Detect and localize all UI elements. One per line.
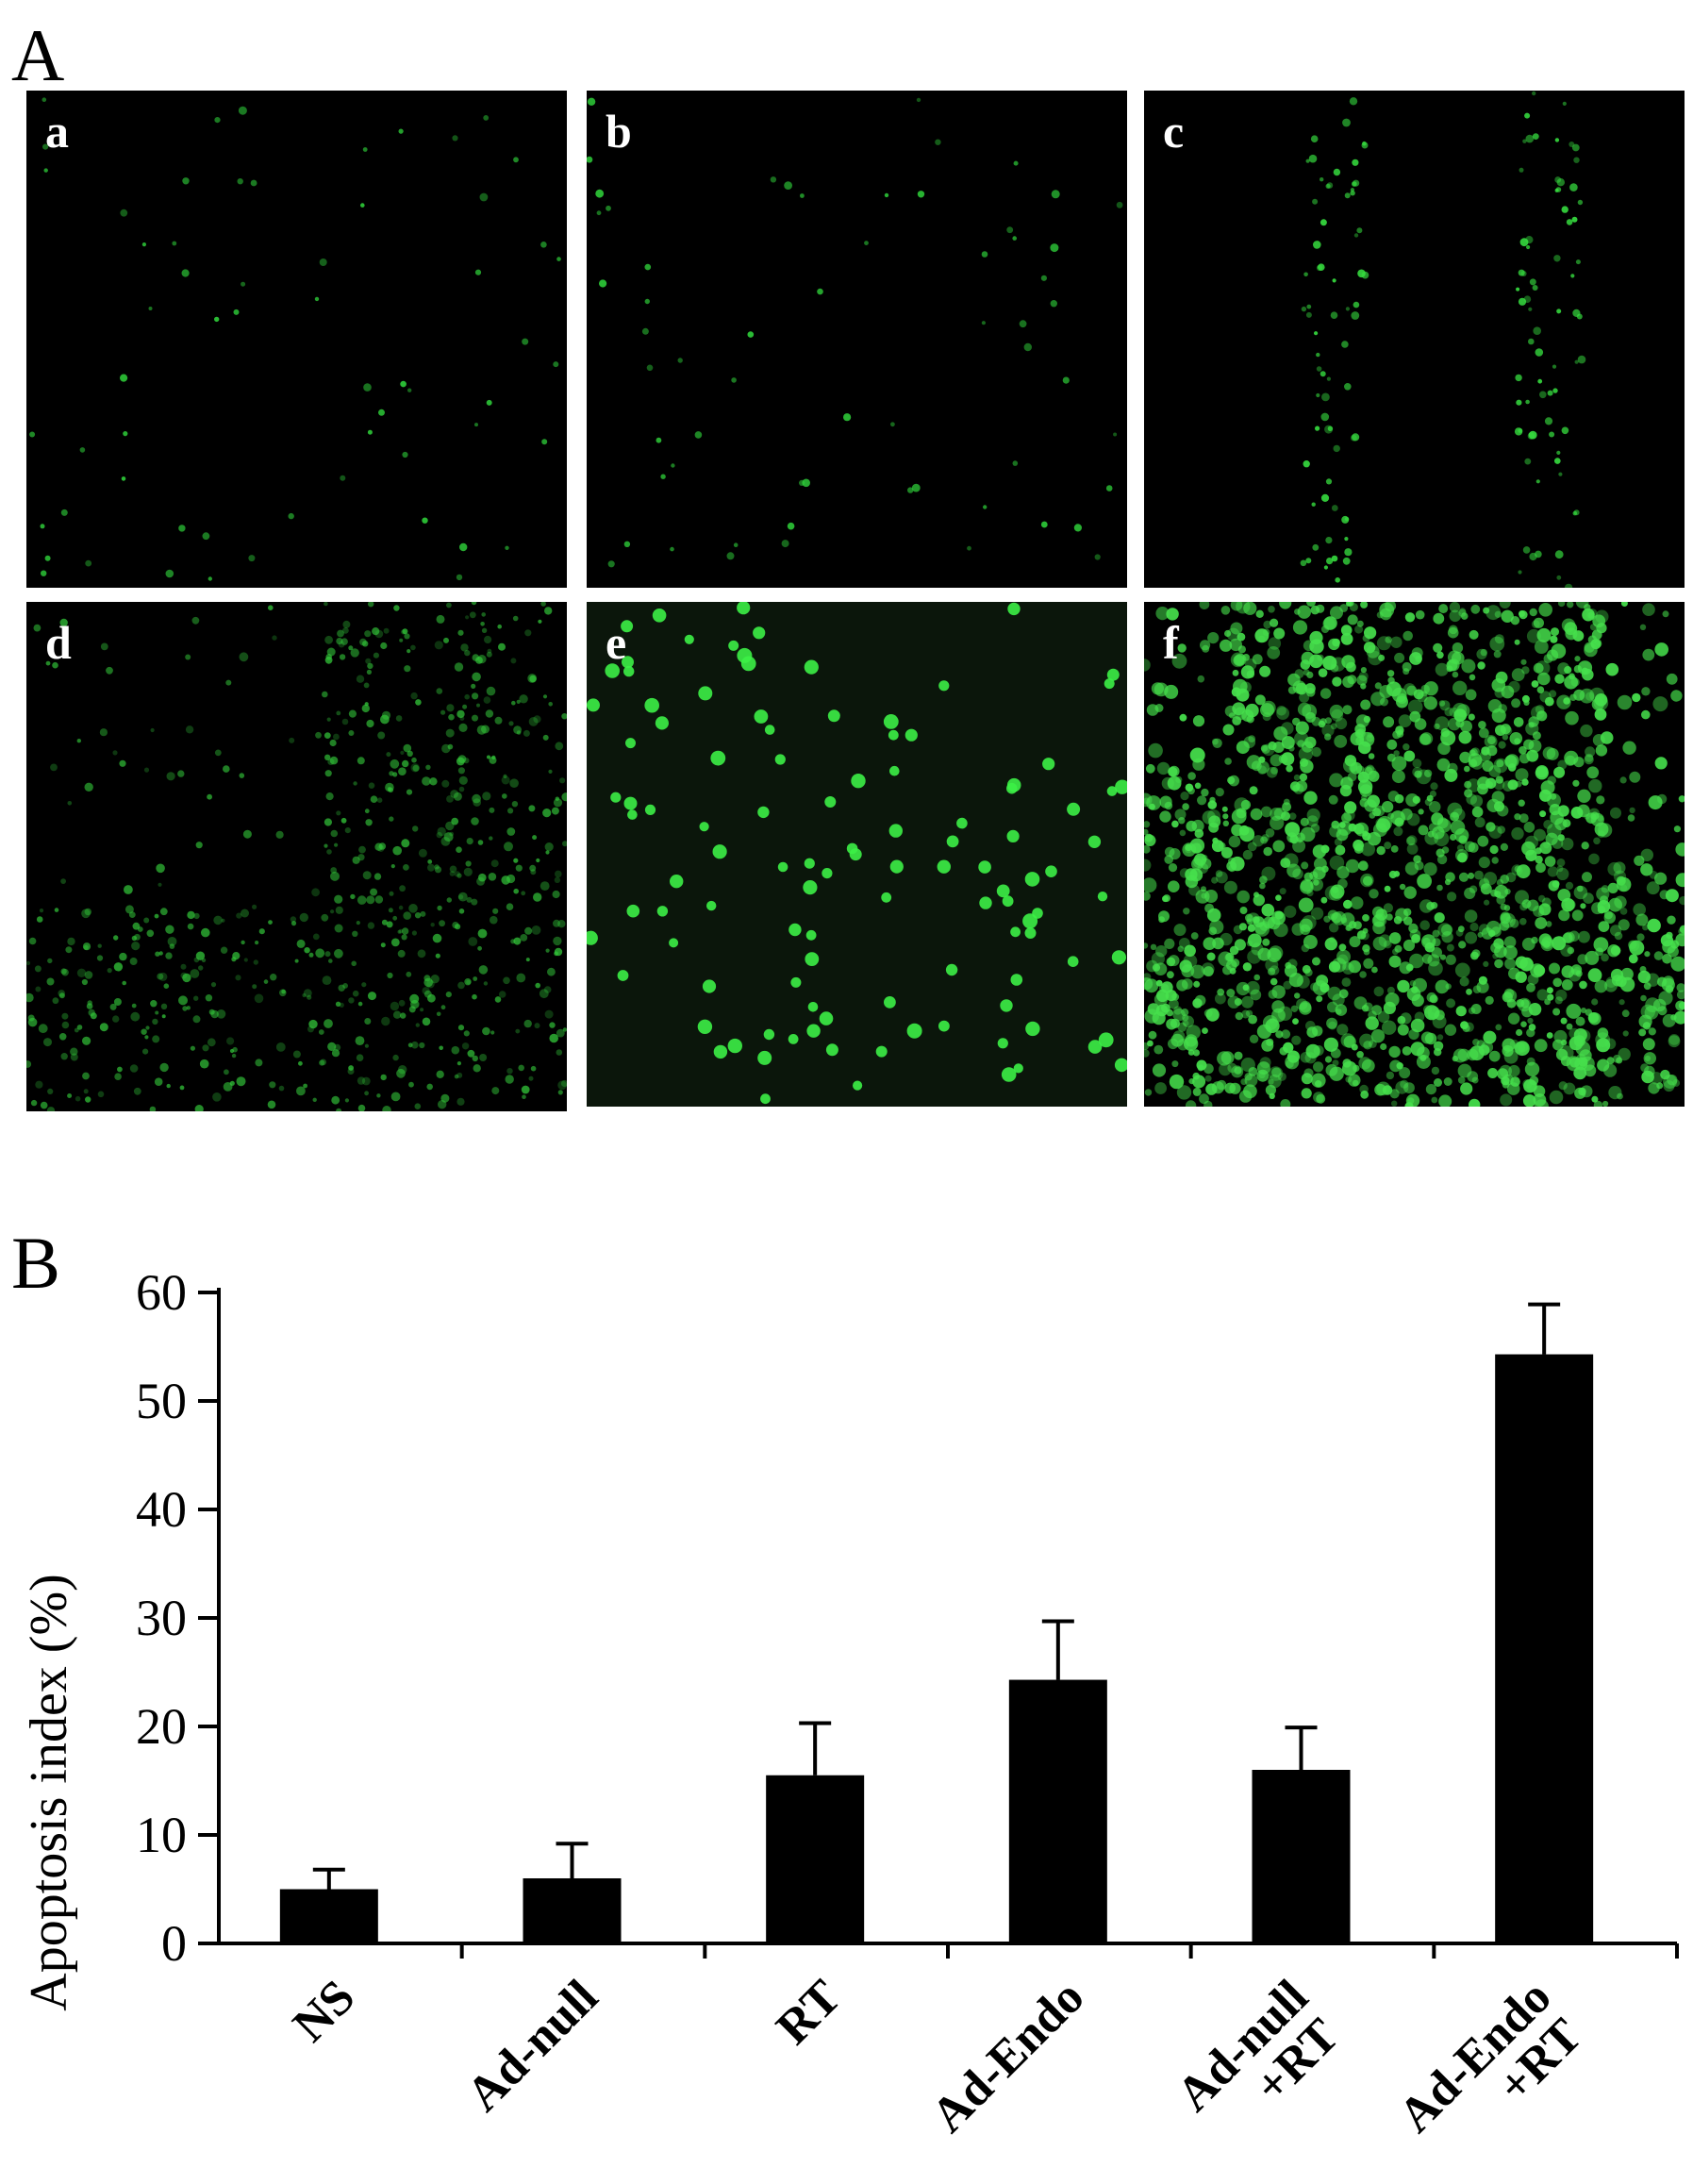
micrograph-e-cells: [587, 602, 1127, 1105]
bar-1: [523, 1878, 622, 1943]
micrograph-f-cells: [1144, 602, 1685, 1107]
bar-4: [1252, 1770, 1351, 1943]
bar-2: [766, 1775, 865, 1943]
x-tick-label-3: Ad-Endo: [921, 1970, 1094, 2142]
x-tick-label-0: NS: [283, 1970, 365, 2052]
apoptosis-bar-chart: 0 10 20 30 40 50 60 NS Ad-null RT Ad-Endo Ad-null+…: [20, 1264, 1679, 2177]
bar-0: [279, 1889, 378, 1943]
micrograph-b-label: b: [606, 105, 632, 158]
y-tick-label-10: 10: [136, 1807, 187, 1863]
panel-a-label: A: [11, 14, 65, 96]
x-tick-label-5: Ad-Endo+RT: [1388, 1970, 1596, 2177]
bar-3: [1008, 1679, 1107, 1943]
micrograph-f: f: [1144, 602, 1685, 1107]
micrograph-d-label: d: [45, 616, 72, 669]
chart-axes: 0 10 20 30 40 50 60: [136, 1264, 1679, 1972]
micrograph-f-label: f: [1163, 616, 1179, 669]
x-tick-label-1: Ad-null: [456, 1970, 608, 2122]
y-tick-label-30: 30: [136, 1590, 187, 1646]
x-tick-label-2: RT: [767, 1970, 852, 2055]
y-axis-label: Apoptosis index (%): [20, 1574, 78, 2011]
x-tick-label-2-line-0: RT: [767, 1970, 852, 2055]
bar-5: [1495, 1354, 1594, 1943]
micrograph-e: e: [587, 602, 1127, 1107]
micrograph-c-label: c: [1163, 105, 1185, 158]
x-tick-label-3-line-0: Ad-Endo: [921, 1970, 1094, 2142]
micrograph-c-cells: [1300, 91, 1586, 588]
y-tick-label-40: 40: [136, 1481, 187, 1538]
micrograph-b-cells: [587, 97, 1123, 568]
micrograph-d-cells: [26, 602, 567, 1111]
x-tick-label-1-line-0: Ad-null: [456, 1970, 608, 2122]
y-tick-label-50: 50: [136, 1373, 187, 1429]
y-tick-label-0: 0: [161, 1915, 187, 1972]
panel-b-label: B: [11, 1222, 61, 1304]
chart-bars: [279, 1302, 1594, 1943]
micrograph-a-cells: [29, 97, 561, 581]
y-tick-label-60: 60: [136, 1264, 187, 1321]
micrograph-e-label: e: [606, 616, 627, 669]
x-tick-label-4: Ad-null+RT: [1167, 1970, 1353, 2157]
x-tick-label-0-line-0: NS: [283, 1970, 365, 2052]
x-tick-labels: NS Ad-null RT Ad-Endo Ad-null+RT Ad-Endo+RT: [283, 1970, 1596, 2177]
micrograph-a: a: [26, 91, 567, 588]
micrograph-b: b: [587, 91, 1127, 588]
micrograph-a-label: a: [45, 105, 69, 158]
micrograph-c: c: [1144, 91, 1685, 588]
micrograph-d: d: [26, 602, 567, 1111]
y-tick-label-20: 20: [136, 1698, 187, 1755]
